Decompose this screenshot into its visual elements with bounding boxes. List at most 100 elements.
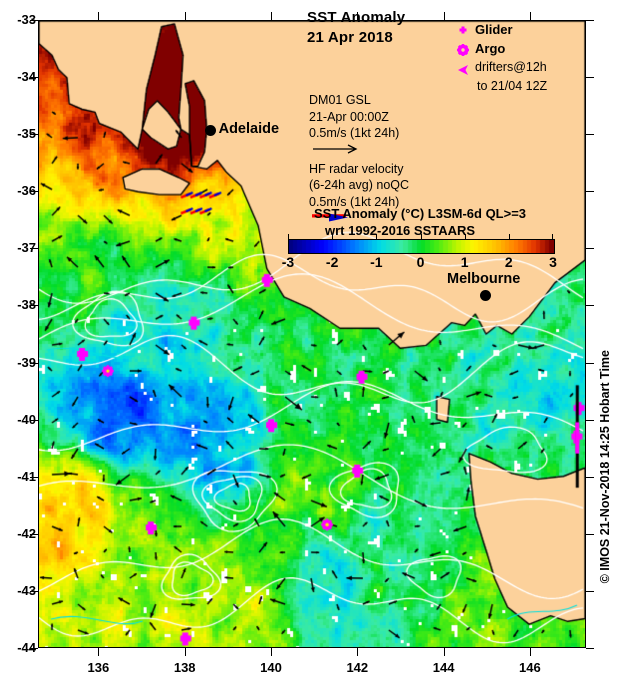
legend-label-drifters-time: to 21/04 12Z bbox=[477, 79, 548, 93]
model-line-1: DM01 GSL bbox=[309, 93, 371, 107]
y-axis-tick-mark bbox=[30, 648, 38, 649]
colorbar-tick-label: -3 bbox=[281, 254, 295, 270]
x-axis-tick-mark-top bbox=[98, 12, 100, 20]
platform-legend: Glider Argo bbox=[455, 22, 585, 98]
y-axis-tick-mark-right bbox=[586, 590, 594, 592]
y-axis-tick-mark bbox=[30, 20, 38, 21]
x-axis-tick-mark-top bbox=[443, 12, 445, 20]
colorbar-title-line-1: SST Anomaly (°C) L3SM-6d QL>=3 bbox=[314, 206, 527, 221]
y-axis-tick-mark bbox=[30, 533, 38, 535]
city-label: Adelaide bbox=[218, 121, 280, 138]
y-axis-tick-mark bbox=[30, 590, 38, 592]
y-axis-tick-label: -34 bbox=[17, 69, 36, 85]
legend-row-glider: Glider bbox=[455, 22, 585, 41]
y-axis-tick-mark-right bbox=[586, 533, 594, 535]
x-axis-tick-mark-top bbox=[529, 12, 531, 20]
radar-line-1: HF radar velocity bbox=[309, 161, 404, 176]
colorbar-tick-mark bbox=[464, 234, 466, 239]
y-axis-tick-mark bbox=[30, 419, 38, 421]
x-axis-tick-label: 140 bbox=[260, 660, 282, 675]
city-marker-dot bbox=[479, 289, 491, 301]
model-line-2: 21-Apr 00:00Z bbox=[309, 109, 389, 124]
y-axis-tick-label: -42 bbox=[17, 525, 36, 541]
colorbar-tick-mark bbox=[420, 234, 422, 239]
x-axis-tick-mark-top bbox=[357, 12, 359, 20]
legend-row-argo: Argo bbox=[455, 41, 585, 60]
y-axis-tick-label: -40 bbox=[17, 411, 36, 427]
y-axis-tick-mark bbox=[30, 362, 38, 364]
x-axis-tick-label: 138 bbox=[173, 660, 196, 675]
colorbar-tick-label: 3 bbox=[549, 254, 557, 270]
x-axis-tick-mark bbox=[443, 648, 445, 656]
y-axis-tick-mark bbox=[30, 77, 38, 79]
y-axis-tick-mark-right bbox=[586, 419, 594, 421]
radar-line-3: 0.5m/s (1kt 24h) bbox=[309, 194, 400, 209]
vector-scale-legend: DM01 GSL 21-Apr 00:00Z 0.5m/s (1kt 24h) … bbox=[309, 92, 409, 225]
y-axis-tick-mark-right bbox=[586, 134, 594, 136]
circle-star-marker-icon bbox=[455, 41, 473, 59]
x-axis-tick-mark bbox=[184, 648, 186, 656]
colorbar-tick-mark bbox=[288, 234, 289, 239]
x-axis-tick-mark bbox=[98, 648, 100, 656]
colorbar bbox=[288, 239, 555, 254]
map-title: SST Anomaly 21 Apr 2018 bbox=[307, 8, 405, 48]
x-axis-tick-mark bbox=[529, 648, 531, 656]
colorbar-tick-mark bbox=[508, 234, 510, 239]
colorbar-tick-label: 1 bbox=[460, 254, 469, 270]
legend-label-drifters: drifters@12h bbox=[475, 60, 547, 74]
map-plot-area[interactable] bbox=[38, 20, 586, 648]
y-axis-tick-mark bbox=[30, 191, 38, 193]
x-axis-tick-mark-top bbox=[271, 12, 272, 20]
x-axis-tick-mark bbox=[357, 648, 359, 656]
colorbar-tick-mark bbox=[376, 234, 378, 239]
y-axis-tick-label: -38 bbox=[17, 297, 36, 313]
city-label: Melbourne bbox=[447, 271, 521, 288]
y-axis-tick-mark bbox=[30, 134, 38, 136]
y-axis-tick-mark bbox=[30, 305, 38, 307]
y-axis-tick-label: -37 bbox=[17, 240, 36, 256]
colorbar-tick-mark bbox=[552, 234, 553, 239]
y-axis-tick-mark-right bbox=[586, 362, 594, 364]
legend-label-argo: Argo bbox=[475, 41, 506, 56]
y-axis-tick-label: -36 bbox=[17, 183, 36, 199]
y-axis-tick-mark-right bbox=[586, 77, 594, 79]
x-axis-tick-mark-top bbox=[184, 12, 186, 20]
legend-label-glider: Glider bbox=[475, 22, 513, 37]
y-axis-tick-label: -39 bbox=[17, 354, 36, 370]
title-line-2: 21 Apr 2018 bbox=[307, 29, 393, 46]
arrow-marker-icon bbox=[455, 62, 473, 80]
copyright-notice: © IMOS 21-Nov-2018 14:25 Hobart Time bbox=[598, 350, 612, 584]
model-velocity-arrow-icon bbox=[309, 142, 409, 157]
city-marker-dot bbox=[205, 124, 217, 136]
legend-row-drifters: drifters@12h bbox=[455, 60, 585, 79]
plus-marker-icon bbox=[455, 22, 473, 40]
y-axis-tick-label: -43 bbox=[17, 582, 36, 598]
y-axis-tick-mark bbox=[30, 476, 38, 478]
colorbar-tick-label: 0 bbox=[416, 254, 425, 270]
y-axis-tick-label: -35 bbox=[17, 126, 36, 142]
y-axis-tick-mark-right bbox=[586, 476, 594, 478]
colorbar-title-line-2: wrt 1992-2016 SSTAARS bbox=[325, 223, 476, 238]
map-overlay-vectors-contours-coastline bbox=[39, 21, 585, 647]
colorbar-tick-label: -1 bbox=[370, 254, 383, 270]
x-axis-tick-label: 146 bbox=[519, 660, 541, 675]
y-axis-tick-label: -44 bbox=[17, 640, 36, 655]
x-axis-tick-label: 136 bbox=[87, 660, 110, 675]
colorbar-tick-label: -2 bbox=[325, 254, 339, 270]
colorbar-tick-label: 2 bbox=[504, 254, 513, 270]
y-axis-tick-mark-right bbox=[586, 648, 594, 649]
y-axis-tick-mark-right bbox=[586, 248, 594, 250]
colorbar-tick-mark bbox=[332, 234, 334, 239]
y-axis-tick-mark-right bbox=[586, 305, 594, 307]
hf-radar-velocity-arrow-icon bbox=[309, 210, 409, 225]
y-axis-tick-label: -33 bbox=[17, 12, 36, 27]
x-axis-tick-mark bbox=[271, 648, 272, 656]
x-axis-tick-label: 144 bbox=[432, 660, 455, 675]
legend-row-drifters-time: to 21/04 12Z bbox=[455, 79, 585, 98]
colorbar-title: SST Anomaly (°C) L3SM-6d QL>=3 wrt 1992-… bbox=[314, 205, 526, 239]
y-axis-tick-mark-right bbox=[586, 191, 594, 193]
model-line-3: 0.5m/s (1kt 24h) bbox=[309, 126, 400, 140]
title-line-1: SST Anomaly bbox=[307, 9, 406, 26]
y-axis-tick-mark-right bbox=[586, 20, 594, 21]
